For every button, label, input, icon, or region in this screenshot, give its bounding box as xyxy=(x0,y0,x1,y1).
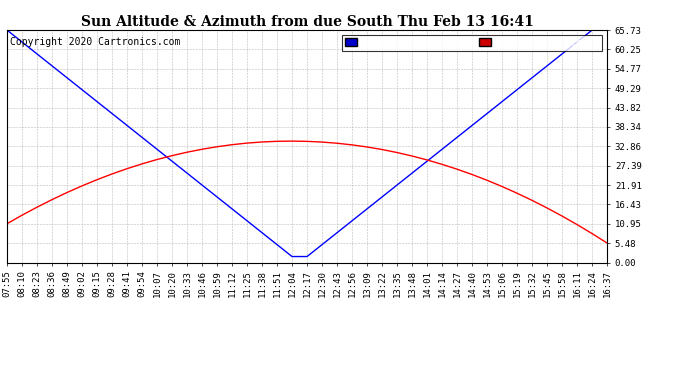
Legend: Azimuth (Angle °), Altitude (Angle °): Azimuth (Angle °), Altitude (Angle °) xyxy=(342,35,602,51)
Text: Copyright 2020 Cartronics.com: Copyright 2020 Cartronics.com xyxy=(10,37,180,47)
Title: Sun Altitude & Azimuth from due South Thu Feb 13 16:41: Sun Altitude & Azimuth from due South Th… xyxy=(81,15,533,29)
